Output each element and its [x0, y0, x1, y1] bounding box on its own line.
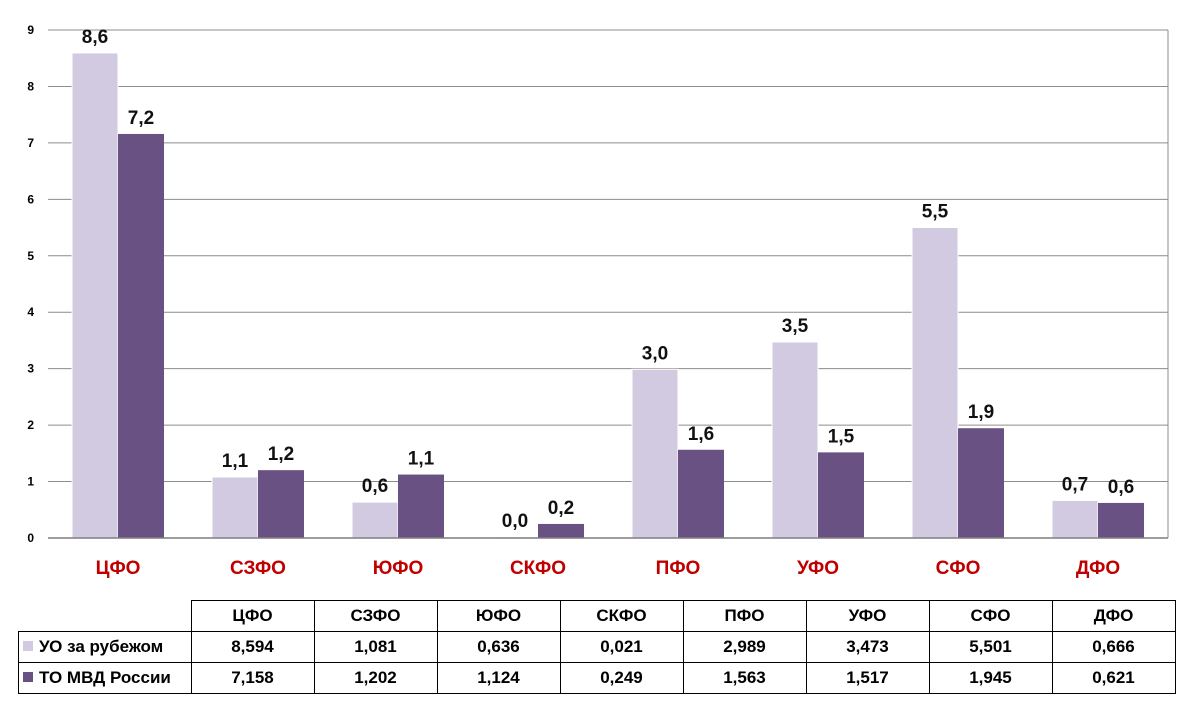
table-cell: 0,249 [559, 662, 684, 694]
y-tick-label: 2 [27, 418, 34, 432]
x-category-label: СЗФО [230, 558, 286, 579]
axes: 0 1 2 3 4 5 6 7 8 9 ЦФО СЗФО ЮФО СКФО ПФО УФО СФО ДФО [27, 23, 1168, 579]
data-label: 3,0 [642, 343, 668, 364]
bars [71, 52, 1144, 539]
table-column-header: ПФО [682, 600, 807, 632]
table-cell: 1,945 [928, 662, 1053, 694]
data-label: 0,0 [502, 511, 528, 532]
bar-to-mvd [258, 470, 304, 538]
bar-uo-abroad [351, 501, 399, 539]
table-cell: 0,636 [436, 631, 561, 663]
data-label: 1,9 [968, 402, 994, 423]
data-label: 1,1 [222, 451, 249, 472]
table-row: ТО МВД России 7,158 1,202 1,124 0,249 1,563 1,… [18, 662, 1176, 694]
table-series-cell: ТО МВД России [18, 662, 192, 694]
table-cell: 8,594 [190, 631, 315, 663]
table-column-header: СЗФО [313, 600, 438, 632]
table-body: УО за рубежом 8,594 1,081 0,636 0,021 2,989 3,… [18, 631, 1176, 694]
table-cell: 7,158 [190, 662, 315, 694]
y-tick-label: 9 [27, 23, 34, 37]
table-corner [18, 600, 192, 632]
bar-to-mvd [538, 523, 584, 538]
table-cell: 1,124 [436, 662, 561, 694]
table-series-cell: УО за рубежом [18, 631, 192, 663]
data-label: 1,6 [688, 424, 714, 445]
series-name: ТО МВД России [39, 668, 171, 687]
bar-chart: 8,6 7,2 1,1 1,2 0,6 1,1 0,0 0,2 3,0 1,6 3,5 1,5 5,5 1… [27, 23, 1169, 579]
bar-uo-abroad [771, 341, 819, 539]
table-cell: 1,517 [805, 662, 930, 694]
data-label: 1,1 [408, 449, 435, 470]
table-column-header: СКФО [559, 600, 684, 632]
bar-uo-abroad [1051, 499, 1099, 539]
bar-uo-abroad [71, 52, 119, 539]
y-tick-label: 5 [27, 249, 34, 263]
x-category-label: ЮФО [373, 558, 424, 579]
gridlines [48, 29, 1169, 538]
data-label: 0,6 [362, 476, 388, 497]
y-tick-label: 8 [27, 79, 34, 93]
x-category-label: СКФО [510, 558, 566, 579]
table-cell: 5,501 [928, 631, 1053, 663]
table-header-row: ЦФО СЗФО ЮФО СКФО ПФО УФО СФО ДФО [18, 600, 1176, 632]
bar-uo-abroad [911, 226, 959, 539]
data-label: 0,7 [1062, 474, 1088, 495]
series-name: УО за рубежом [39, 637, 164, 656]
data-label: 7,2 [128, 108, 154, 129]
legend-swatch [23, 672, 33, 682]
y-tick-label: 0 [27, 531, 34, 545]
y-tick-label: 6 [27, 192, 34, 206]
bar-uo-abroad [631, 368, 679, 539]
table-cell: 1,081 [313, 631, 438, 663]
table-column-header: ЮФО [436, 600, 561, 632]
data-label: 1,5 [828, 426, 855, 447]
table-cell: 1,563 [682, 662, 807, 694]
y-tick-label: 3 [27, 362, 34, 376]
data-table: ЦФО СЗФО ЮФО СКФО ПФО УФО СФО ДФО УО за рубежом… [18, 600, 1176, 694]
value-labels: 8,6 7,2 1,1 1,2 0,6 1,1 0,0 0,2 3,0 1,6 3,5 1,5 5,5 1… [82, 27, 1134, 532]
table-cell: 0,021 [559, 631, 684, 663]
bar-to-mvd [118, 133, 164, 538]
x-category-label: ДФО [1076, 558, 1120, 579]
table-column-header: ЦФО [190, 600, 315, 632]
x-category-label: ЦФО [96, 558, 141, 579]
data-label: 0,6 [1108, 477, 1134, 498]
y-tick-label: 7 [27, 136, 34, 150]
bar-to-mvd [1098, 502, 1144, 538]
bar-to-mvd [958, 428, 1004, 538]
data-label: 8,6 [82, 27, 108, 48]
table-cell: 2,989 [682, 631, 807, 663]
y-tick-label: 1 [27, 475, 34, 489]
table-cell: 1,202 [313, 662, 438, 694]
table-cell: 0,621 [1051, 662, 1176, 694]
bar-uo-abroad [211, 476, 259, 539]
table-column-header: УФО [805, 600, 930, 632]
table-column-header: СФО [928, 600, 1053, 632]
bar-to-mvd [818, 452, 864, 538]
table-row: УО за рубежом 8,594 1,081 0,636 0,021 2,989 3,… [18, 631, 1176, 663]
bar-to-mvd [398, 474, 444, 538]
x-category-label: УФО [797, 558, 839, 579]
data-label: 1,2 [268, 444, 294, 465]
x-category-label: ПФО [656, 558, 701, 579]
table-cell: 0,666 [1051, 631, 1176, 663]
data-label: 0,2 [548, 498, 574, 519]
data-label: 5,5 [922, 201, 949, 222]
table-cell: 3,473 [805, 631, 930, 663]
bar-to-mvd [678, 449, 724, 538]
legend-swatch [23, 641, 33, 651]
x-category-label: СФО [936, 558, 981, 579]
table-column-header: ДФО [1051, 600, 1176, 632]
data-label: 3,5 [782, 316, 809, 337]
y-tick-label: 4 [27, 305, 34, 319]
